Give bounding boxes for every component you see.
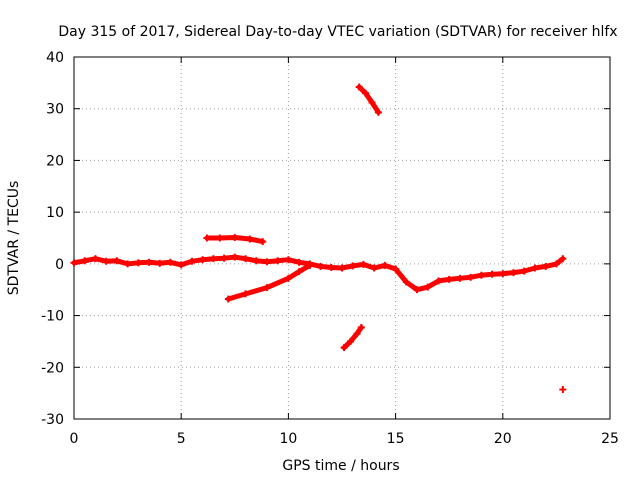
data-point (259, 238, 267, 246)
y-tick-label: 0 (55, 257, 64, 273)
data-point (340, 344, 348, 352)
data-point (381, 261, 389, 269)
x-tick-label: 5 (177, 431, 186, 447)
data-point (374, 108, 382, 116)
data-point (203, 234, 211, 242)
data-point (456, 274, 464, 282)
data-point (252, 257, 260, 265)
data-point (209, 255, 217, 263)
data-point (145, 258, 153, 266)
data-point (445, 275, 453, 283)
data-point (216, 234, 224, 242)
data-point (467, 273, 475, 281)
data-point (188, 257, 196, 265)
data-point (295, 268, 303, 276)
data-point (338, 264, 346, 272)
data-point (231, 253, 239, 261)
data-point (359, 260, 367, 268)
series-low-segment (341, 325, 364, 351)
data-point (357, 323, 365, 331)
x-tick-label: 10 (279, 431, 297, 447)
data-point (327, 263, 335, 271)
data-point (199, 256, 207, 264)
y-tick-label: -20 (41, 360, 64, 376)
data-point (81, 257, 89, 265)
data-point (362, 89, 370, 97)
data-point (242, 290, 250, 298)
data-point (242, 255, 250, 263)
chart-title: Day 315 of 2017, Sidereal Day-to-day VTE… (58, 24, 617, 40)
x-axis-label: GPS time / hours (282, 458, 399, 474)
data-point (113, 257, 121, 265)
data-point (499, 270, 507, 278)
grid (74, 57, 610, 419)
y-tick-label: 20 (46, 153, 64, 169)
data-point (552, 260, 560, 268)
data-point (413, 286, 421, 294)
data-point (124, 260, 132, 268)
axis-ticks: 0 5 10 15 20 25 -30 -20 -10 0 10 20 30 40 (41, 50, 619, 447)
data-point (510, 269, 518, 277)
y-tick-label: -10 (41, 309, 64, 325)
x-tick-label: 20 (494, 431, 512, 447)
data-point (559, 255, 567, 263)
data-point (353, 330, 361, 338)
data-point (102, 257, 110, 265)
data-point (542, 262, 550, 270)
data-point (134, 259, 142, 267)
y-tick-label: -30 (41, 412, 64, 428)
y-axis-label: SDTVAR / TECUs (6, 181, 22, 296)
data-point (263, 258, 271, 266)
data-point (166, 258, 174, 266)
data-point (246, 235, 254, 243)
data-point (295, 258, 303, 266)
x-tick-label: 25 (601, 431, 619, 447)
data-point (317, 262, 325, 270)
data-point (368, 99, 376, 107)
y-tick-label: 30 (46, 102, 64, 118)
data-point (177, 261, 185, 269)
x-tick-label: 15 (387, 431, 405, 447)
data-point (370, 264, 378, 272)
data-point (224, 295, 232, 303)
data-point (284, 274, 292, 282)
data-point (156, 259, 164, 267)
data-point (306, 261, 314, 269)
data-point (263, 284, 271, 292)
data-point (349, 262, 357, 270)
data-point (424, 283, 432, 291)
data-point (347, 337, 355, 345)
data-point (531, 264, 539, 272)
data-point (488, 270, 496, 278)
data-point (355, 83, 363, 91)
data-point (70, 259, 78, 267)
data-point (91, 255, 99, 263)
y-tick-label: 10 (46, 205, 64, 221)
series-high-segment (356, 84, 381, 115)
data-point (220, 254, 228, 262)
data-point (231, 233, 239, 241)
data-point (274, 257, 282, 265)
x-tick-label: 0 (70, 431, 79, 447)
data-point (402, 278, 410, 286)
data-point (477, 271, 485, 279)
data-point (392, 265, 400, 273)
data-point (434, 277, 442, 285)
y-tick-label: 40 (46, 50, 64, 66)
data-series (70, 83, 567, 394)
data-point (284, 256, 292, 264)
data-point (520, 267, 528, 275)
data-point (559, 386, 567, 394)
plot-frame (73, 56, 611, 420)
